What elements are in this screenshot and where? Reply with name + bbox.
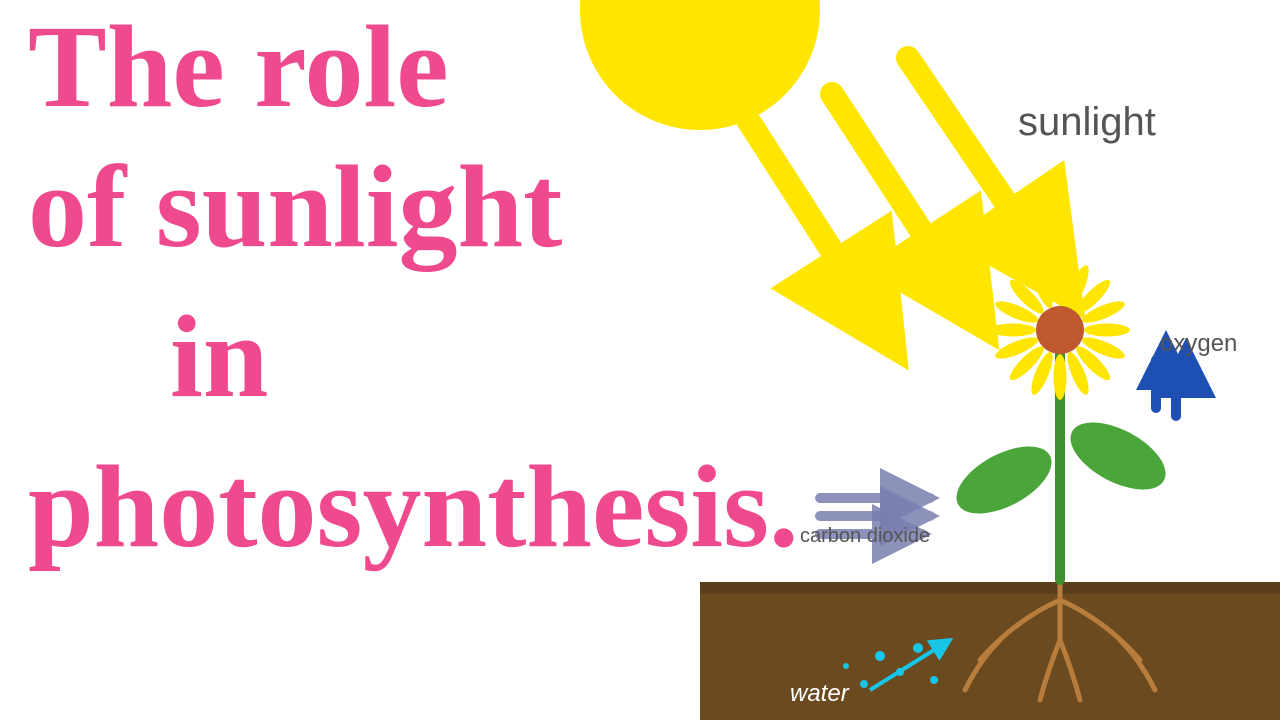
- label-carbon-dioxide: carbon dioxide: [800, 525, 930, 548]
- title-line-2: of sunlight: [28, 148, 562, 266]
- title-line-3: in: [170, 298, 268, 416]
- title-line-4: photosynthesis.: [28, 448, 799, 566]
- infographic-stage: The role of sunlight in photosynthesis. …: [0, 0, 1280, 720]
- title-line-1: The role: [28, 8, 449, 126]
- label-water: water: [790, 680, 849, 708]
- label-sunlight: sunlight: [1018, 100, 1156, 145]
- label-oxygen: oxygen: [1160, 330, 1237, 358]
